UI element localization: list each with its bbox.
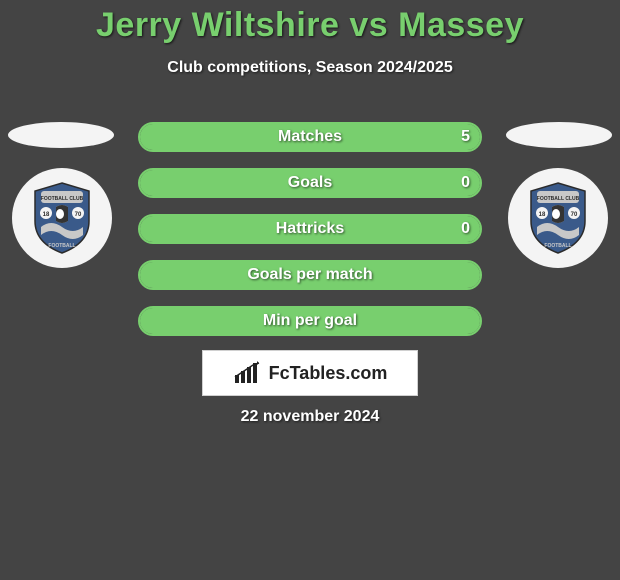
club-crest-icon: FOOTBALL CLUB 18 70 FOOTBALL bbox=[31, 181, 93, 255]
svg-text:FOOTBALL CLUB: FOOTBALL CLUB bbox=[537, 196, 580, 202]
player-photo-right bbox=[506, 122, 612, 148]
bar-value-right: 0 bbox=[461, 216, 470, 242]
svg-text:70: 70 bbox=[75, 212, 82, 218]
svg-text:FOOTBALL CLUB: FOOTBALL CLUB bbox=[41, 196, 84, 202]
stat-bar: Hattricks 0 bbox=[138, 214, 482, 244]
stat-bar: Goals per match bbox=[138, 260, 482, 290]
bar-label: Goals per match bbox=[140, 262, 480, 288]
date-label: 22 november 2024 bbox=[0, 408, 620, 426]
bar-label: Matches bbox=[140, 124, 480, 150]
club-crest-left: FOOTBALL CLUB 18 70 FOOTBALL bbox=[12, 168, 112, 268]
svg-text:FOOTBALL: FOOTBALL bbox=[544, 243, 571, 249]
svg-text:FOOTBALL: FOOTBALL bbox=[48, 243, 75, 249]
bar-label: Min per goal bbox=[140, 308, 480, 334]
svg-text:18: 18 bbox=[43, 212, 50, 218]
bar-label: Hattricks bbox=[140, 216, 480, 242]
page-title: Jerry Wiltshire vs Massey bbox=[0, 0, 620, 45]
stat-bar: Goals 0 bbox=[138, 168, 482, 198]
logo-text: FcTables.com bbox=[269, 363, 388, 384]
stat-bar: Min per goal bbox=[138, 306, 482, 336]
bar-value-right: 0 bbox=[461, 170, 470, 196]
subtitle: Club competitions, Season 2024/2025 bbox=[0, 59, 620, 77]
bar-value-right: 5 bbox=[461, 124, 470, 150]
club-crest-icon: FOOTBALL CLUB 18 70 FOOTBALL bbox=[527, 181, 589, 255]
svg-text:18: 18 bbox=[539, 212, 546, 218]
player-photo-left bbox=[8, 122, 114, 148]
svg-text:70: 70 bbox=[571, 212, 578, 218]
stat-bar: Matches 5 bbox=[138, 122, 482, 152]
bar-label: Goals bbox=[140, 170, 480, 196]
club-crest-right: FOOTBALL CLUB 18 70 FOOTBALL bbox=[508, 168, 608, 268]
stats-bars: Matches 5 Goals 0 Hattricks 0 Goals per … bbox=[138, 122, 482, 352]
fctables-logo: FcTables.com bbox=[202, 350, 418, 396]
bar-chart-icon bbox=[233, 361, 263, 385]
